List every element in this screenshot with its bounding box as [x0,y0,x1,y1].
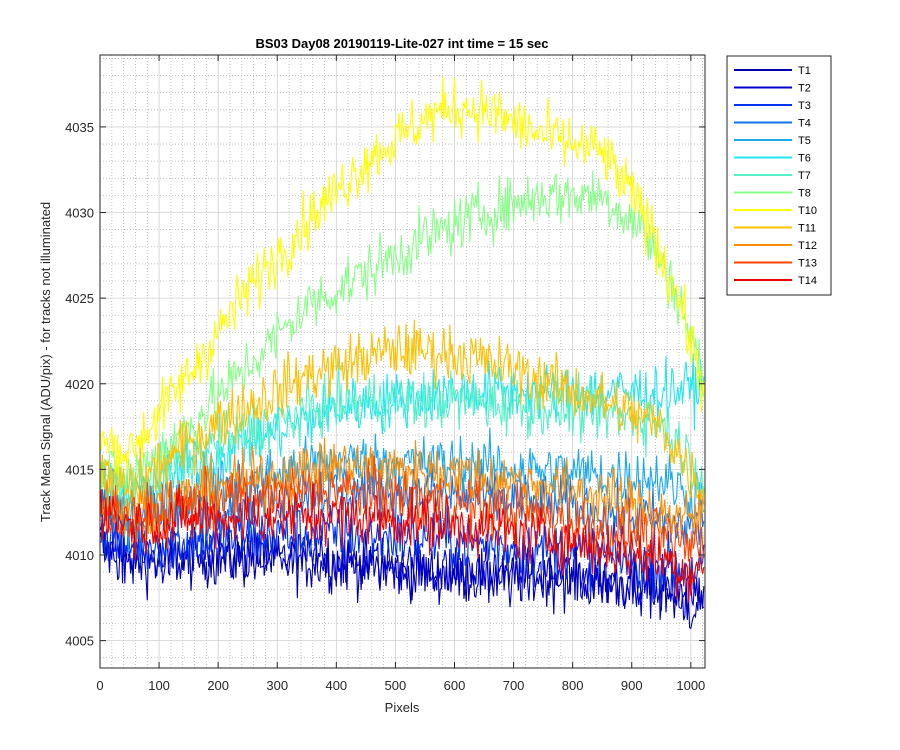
y-tick-label: 4035 [65,120,94,135]
series-line-t14 [100,483,705,603]
series-line-t1 [100,526,705,630]
x-tick-label: 1000 [676,678,705,693]
series-line-t10 [100,77,705,488]
x-tick-label: 900 [621,678,643,693]
legend-label-t14: T14 [798,275,817,287]
legend: T1 T2 T3 T4 T5 T6 T7 T8 T10 T11 T12 T13 T14 [726,55,832,296]
legend-label-t7: T7 [798,170,811,182]
x-tick-label: 400 [325,678,347,693]
series-line-t13 [100,455,705,565]
series-line-t8 [100,170,705,497]
series-lines [100,77,705,630]
legend-label-t2: T2 [798,83,811,95]
legend-label-t11: T11 [798,223,816,235]
x-tick-label: 700 [503,678,525,693]
series-line-t12 [100,437,705,544]
y-tick-label: 4020 [65,377,94,392]
x-tick-label: 0 [96,678,103,693]
legend-label-t6: T6 [798,153,811,165]
x-tick-label: 600 [444,678,466,693]
axes-box [99,54,706,669]
y-tick-label: 4005 [65,634,94,649]
chart-title: BS03 Day08 20190119-Lite-027 int time = … [255,36,548,51]
legend-label-t5: T5 [798,135,811,147]
x-axis-label: Pixels [385,700,420,715]
legend-label-t13: T13 [798,258,817,270]
plot-area: 0 100 200 300 400 500 600 700 800 900 1000 4005 4010… [65,54,706,693]
legend-label-t8: T8 [798,188,811,200]
legend-label-t1: T1 [798,65,811,77]
y-axis-label: Track Mean Signal (ADU/pix) - for tracks… [38,202,53,522]
y-tick-label: 4030 [65,206,94,221]
legend-label-t12: T12 [798,240,817,252]
x-tick-label: 100 [148,678,170,693]
legend-label-t10: T10 [798,205,817,217]
x-tick-label: 500 [385,678,407,693]
x-tick-label: 300 [266,678,288,693]
legend-label-t3: T3 [798,100,811,112]
x-tick-label: 200 [207,678,229,693]
legend-label-t4: T4 [798,118,811,130]
y-tick-label: 4025 [65,291,94,306]
series-line-t7 [100,358,705,518]
series-line-t11 [100,319,705,513]
grid [99,55,705,668]
x-tick-label: 800 [562,678,584,693]
y-tick-label: 4015 [65,462,94,477]
series-line-t2 [100,514,705,621]
y-tick-label: 4010 [65,548,94,563]
ticks: 0 100 200 300 400 500 600 700 800 900 1000 4005 4010… [65,55,705,693]
